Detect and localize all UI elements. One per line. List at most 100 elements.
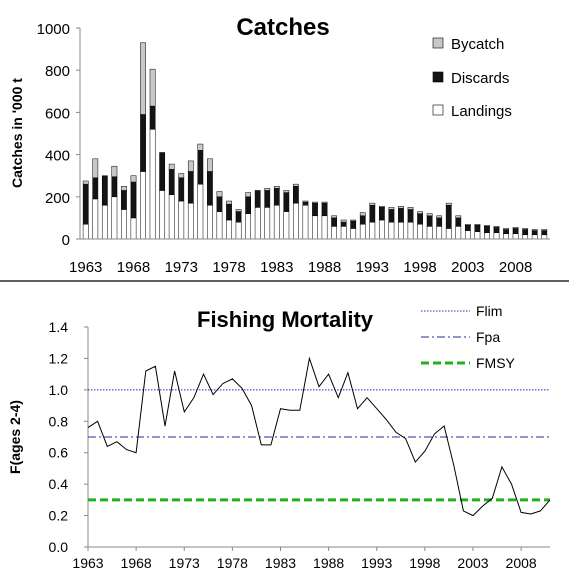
bar-discards-2008 xyxy=(512,228,519,234)
bar-landings-1982 xyxy=(264,207,271,240)
bar-landings-1975 xyxy=(197,183,204,240)
bar-landings-1986 xyxy=(302,204,309,240)
bar-discards-1966 xyxy=(111,176,118,198)
x-tick-label: 1963 xyxy=(69,259,102,276)
bar-discards-2010 xyxy=(531,230,538,236)
y-tick-label: 200 xyxy=(45,190,70,207)
bar-discards-2007 xyxy=(503,229,509,234)
bar-discards-1988 xyxy=(321,202,328,217)
bar-discards-1986 xyxy=(302,201,309,206)
fm-x-ticks: 1963 1968 1973 1978 1983 1988 1993 1998 2003 2008 xyxy=(72,547,537,571)
bar-bycatch-1968 xyxy=(130,175,137,183)
bar-discards-2005 xyxy=(484,226,490,233)
bar-landings-1974 xyxy=(187,202,194,240)
bar-landings-1963 xyxy=(82,223,89,240)
bar-discards-1997 xyxy=(407,209,414,223)
bar-landings-2003 xyxy=(464,230,471,240)
bar-bycatch-1990 xyxy=(340,219,347,223)
bar-discards-1993 xyxy=(369,204,376,223)
bar-discards-1963 xyxy=(82,183,89,225)
bar-landings-1970 xyxy=(149,129,156,240)
bar-discards-1994 xyxy=(378,207,385,221)
bar-landings-2009 xyxy=(522,234,529,240)
bar-bycatch-1973 xyxy=(178,173,185,179)
bar-discards-2000 xyxy=(436,217,443,227)
x-tick-label: 1973 xyxy=(165,259,198,276)
bar-landings-1980 xyxy=(245,213,252,240)
fishing-mortality-chart: Fishing Mortality F(ages 2-4) 0.00.20.40… xyxy=(7,303,551,571)
bar-landings-2002 xyxy=(455,226,462,240)
y-tick-label: 1000 xyxy=(37,21,70,38)
bar-bycatch-1979 xyxy=(235,209,242,212)
bar-bycatch-1994 xyxy=(378,206,385,208)
x-tick-label: 1993 xyxy=(356,259,389,276)
bar-bycatch-2007 xyxy=(503,228,509,230)
bar-discards-1965 xyxy=(101,175,108,206)
x-tick-label: 2003 xyxy=(451,259,484,276)
bar-bycatch-1987 xyxy=(312,201,318,204)
bar-landings-1997 xyxy=(407,221,414,240)
bar-discards-1979 xyxy=(235,211,242,223)
bar-discards-1974 xyxy=(187,171,194,204)
x-tick-label: 1968 xyxy=(117,259,150,276)
y-tick-label: 0.0 xyxy=(49,539,69,555)
x-tick-label: 1983 xyxy=(260,259,293,276)
bar-discards-1971 xyxy=(159,152,166,191)
bar-landings-1990 xyxy=(340,226,347,240)
legend-item-landings: Landings xyxy=(432,103,512,120)
bar-landings-1967 xyxy=(121,209,127,240)
bar-landings-1987 xyxy=(312,215,318,240)
bar-bycatch-1988 xyxy=(321,201,328,204)
bar-landings-1993 xyxy=(369,221,376,240)
bar-landings-1989 xyxy=(331,226,337,240)
x-tick-label: 1998 xyxy=(409,555,440,571)
bar-landings-1991 xyxy=(350,228,357,240)
bar-discards-1973 xyxy=(178,177,185,202)
bar-landings-1995 xyxy=(388,221,395,240)
bar-discards-2011 xyxy=(541,230,548,236)
legend-label-discards: Discards xyxy=(451,70,509,87)
x-tick-label: 1978 xyxy=(217,555,248,571)
catches-y-axis-label: Catches in '000 t xyxy=(9,78,25,188)
fm-series-line xyxy=(87,356,551,517)
bar-landings-2006 xyxy=(493,232,500,240)
bar-landings-1976 xyxy=(207,204,213,240)
bar-landings-1996 xyxy=(398,221,404,240)
bar-discards-1982 xyxy=(264,190,271,208)
bar-discards-1970 xyxy=(149,105,156,130)
legend-swatch-discards xyxy=(432,71,444,83)
bar-landings-2004 xyxy=(474,231,481,240)
bar-landings-2011 xyxy=(541,234,548,240)
catches-bars xyxy=(82,42,548,240)
fm-legend: Flim Fpa FMSY xyxy=(421,303,516,371)
bar-bycatch-2009 xyxy=(522,228,529,230)
bar-bycatch-1977 xyxy=(216,191,223,198)
fm-reference-lines xyxy=(88,389,550,502)
bar-bycatch-2003 xyxy=(464,223,471,226)
bar-discards-1995 xyxy=(388,209,395,223)
bar-landings-1972 xyxy=(168,194,175,240)
bar-landings-2000 xyxy=(436,226,443,240)
bar-bycatch-1978 xyxy=(226,200,232,205)
bar-bycatch-2001 xyxy=(445,202,452,206)
bar-landings-2010 xyxy=(531,234,538,240)
bar-discards-1978 xyxy=(226,203,232,221)
x-tick-label: 1988 xyxy=(308,259,341,276)
fishing-mortality-title: Fishing Mortality xyxy=(197,307,374,332)
bar-discards-1975 xyxy=(197,150,204,185)
bar-bycatch-1997 xyxy=(407,207,414,210)
bar-discards-2009 xyxy=(522,229,529,236)
bar-discards-1999 xyxy=(426,215,433,227)
bar-landings-1973 xyxy=(178,200,185,240)
bar-landings-1984 xyxy=(283,211,290,240)
bar-bycatch-1983 xyxy=(273,186,280,189)
bar-bycatch-1980 xyxy=(245,192,252,198)
bar-bycatch-1975 xyxy=(197,143,204,151)
x-tick-label: 1968 xyxy=(121,555,152,571)
legend-swatch-bycatch xyxy=(432,37,444,49)
bar-bycatch-2010 xyxy=(531,229,538,231)
catches-chart: Catches Catches in '000 t 0 200 400 600 800 1… xyxy=(9,14,550,276)
bar-landings-2001 xyxy=(445,228,452,240)
legend-swatch-landings xyxy=(432,104,444,116)
